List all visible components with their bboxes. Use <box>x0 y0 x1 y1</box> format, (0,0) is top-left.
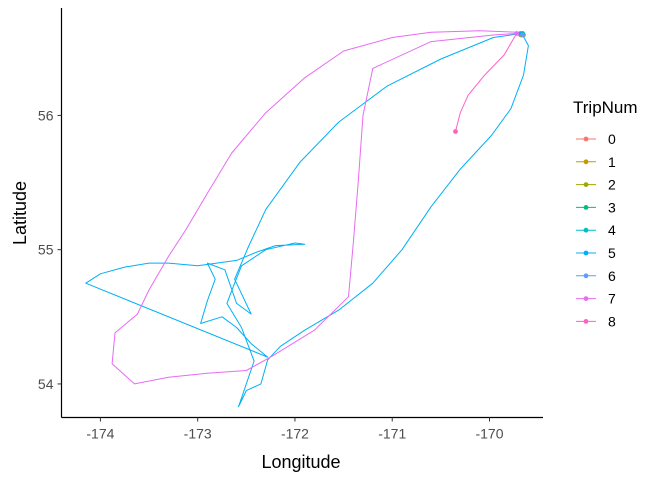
x-axis-title: Longitude <box>261 452 340 472</box>
x-tick-label: -170 <box>475 426 503 442</box>
legend-label-6: 6 <box>608 268 616 284</box>
x-ticks: -174 -173 -172 -171 -170 <box>86 417 504 442</box>
legend-label-5: 5 <box>608 245 616 261</box>
legend-key-point-0 <box>583 136 589 142</box>
legend-label-0: 0 <box>608 131 616 147</box>
legend-key-point-4 <box>583 227 589 233</box>
legend-key-point-2 <box>583 182 589 188</box>
y-tick-label: 55 <box>38 242 54 258</box>
legend-key-point-1 <box>583 159 589 165</box>
legend-key-point-7 <box>583 296 589 301</box>
legend-key-point-6 <box>583 273 589 279</box>
y-tick-label: 56 <box>38 107 54 123</box>
series-endpoint-7 <box>514 31 520 36</box>
y-ticks: 54 55 56 <box>38 107 62 392</box>
series-line-7 <box>111 30 519 385</box>
legend-title: TripNum <box>573 98 638 117</box>
legend: TripNum 0 1 2 3 4 5 6 7 8 <box>573 98 638 329</box>
series-line-5 <box>85 33 529 408</box>
legend-key-point-3 <box>583 205 589 210</box>
y-tick-label: 54 <box>38 376 54 392</box>
legend-label-8: 8 <box>608 313 616 329</box>
legend-label-4: 4 <box>608 222 616 238</box>
x-tick-label: -172 <box>281 426 309 442</box>
series-endpoint-6 <box>520 32 525 38</box>
y-axis-title: Latitude <box>10 181 30 245</box>
legend-label-1: 1 <box>608 154 616 170</box>
series-endpoint-8 <box>453 129 458 134</box>
x-tick-label: -173 <box>184 426 212 442</box>
legend-key-point-5 <box>583 250 589 256</box>
x-tick-label: -171 <box>378 426 406 442</box>
series-layer <box>85 30 529 408</box>
legend-label-3: 3 <box>608 199 616 215</box>
axes <box>60 8 543 419</box>
x-tick-label: -174 <box>86 426 114 442</box>
series-line-8 <box>455 34 517 132</box>
legend-key-point-8 <box>583 319 589 324</box>
legend-items: 0 1 2 3 4 5 6 7 8 <box>576 131 616 329</box>
legend-label-2: 2 <box>608 177 616 193</box>
legend-label-7: 7 <box>608 291 616 307</box>
